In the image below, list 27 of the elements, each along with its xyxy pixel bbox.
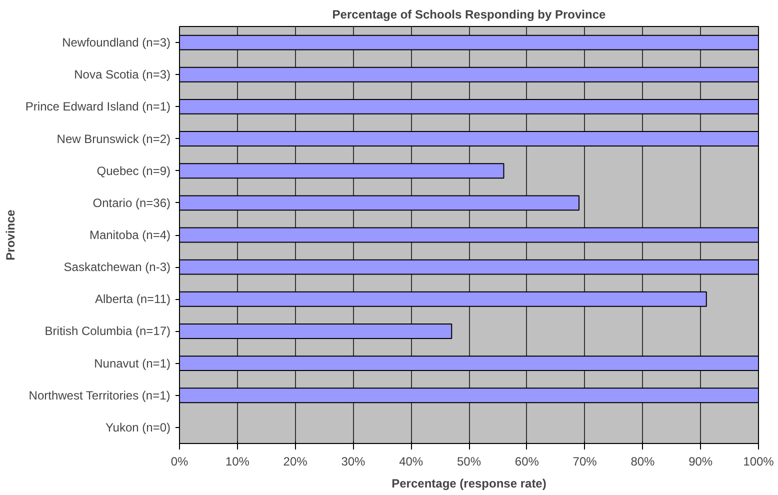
y-tick-label: Northwest Territories (n=1) [28, 388, 170, 402]
y-tick-label: British Columbia (n=17) [44, 324, 171, 338]
chart-title: Percentage of Schools Responding by Province [332, 8, 606, 22]
y-axis-title: Province [3, 209, 18, 260]
y-tick-label: Alberta (n=11) [95, 292, 171, 306]
y-tick-label: Nova Scotia (n=3) [74, 68, 171, 82]
x-tick-label: 70% [572, 454, 598, 468]
y-tick-label: Saskatchewan (n-3) [64, 260, 171, 274]
x-tick-label: 60% [514, 454, 540, 468]
x-tick-label: 0% [170, 454, 188, 468]
x-tick-label: 10% [225, 454, 250, 468]
y-tick-label: Manitoba (n=4) [89, 228, 171, 242]
x-tick-label: 40% [399, 454, 424, 468]
y-tick-label: Newfoundland (n=3) [62, 36, 171, 50]
x-tick-label: 80% [630, 454, 656, 468]
x-tick-label: 90% [688, 454, 713, 468]
x-axis-title: Percentage (response rate) [392, 476, 546, 490]
y-tick-label: Nunavut (n=1) [94, 356, 171, 370]
x-tick-label: 20% [283, 454, 308, 468]
y-tick-label: Prince Edward Island (n=1) [25, 100, 171, 114]
x-tick-label: 100% [743, 454, 774, 468]
x-tick-label: 50% [456, 454, 482, 468]
y-tick-label: New Brunswick (n=2) [56, 132, 171, 146]
y-tick-label: Yukon (n=0) [105, 420, 171, 434]
x-tick-label: 30% [341, 454, 366, 468]
y-tick-label: Quebec (n=9) [96, 164, 171, 178]
y-tick-label: Ontario (n=36) [92, 196, 171, 210]
